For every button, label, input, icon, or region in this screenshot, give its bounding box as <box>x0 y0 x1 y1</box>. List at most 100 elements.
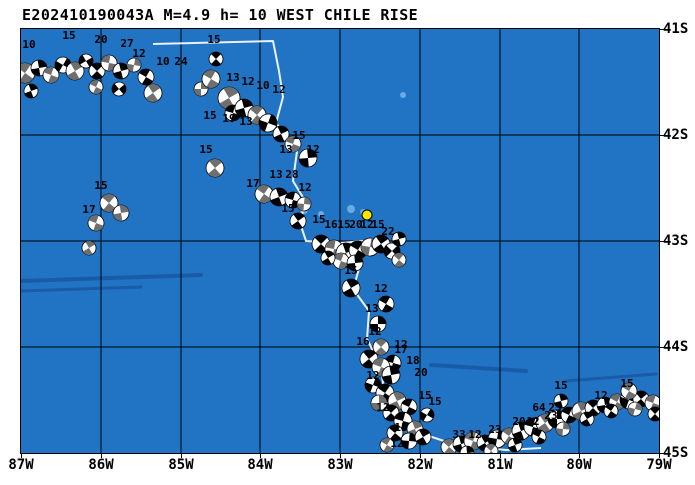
beachball <box>30 59 48 77</box>
beachball <box>459 445 475 453</box>
depth-label: 13 <box>394 421 407 434</box>
depth-label: 15 <box>554 379 567 392</box>
depth-label: 15 <box>428 395 441 408</box>
beachball <box>272 125 290 143</box>
x-axis-label: 83W <box>327 457 353 473</box>
x-axis-label: 87W <box>8 457 34 473</box>
beachball <box>553 393 569 409</box>
beachball <box>99 193 119 213</box>
depth-label: 22 <box>381 225 394 238</box>
depth-label: 19 <box>222 112 235 125</box>
beachball <box>254 184 274 204</box>
beachball <box>620 382 638 400</box>
depth-label: 15 <box>337 218 350 231</box>
depth-label: 20 <box>512 415 525 428</box>
depth-label: 12 <box>468 428 481 441</box>
beachball <box>42 66 60 84</box>
depth-label: 64 <box>532 401 546 414</box>
beachball <box>372 338 390 356</box>
depth-label: 16 <box>356 335 370 348</box>
beachball <box>483 443 499 453</box>
depth-label: 24 <box>174 55 188 68</box>
x-axis-tick <box>101 454 102 458</box>
x-axis-label: 79W <box>646 457 672 473</box>
beachball <box>320 250 336 266</box>
x-axis-label: 81W <box>487 457 513 473</box>
depth-label: 20 <box>349 218 362 231</box>
beachball <box>311 234 331 254</box>
beachball <box>298 148 318 168</box>
depth-label: 15 <box>371 218 384 231</box>
depth-label: 12 <box>366 369 379 382</box>
depth-label: 23 <box>488 423 501 436</box>
beachball <box>78 53 94 69</box>
beachball <box>21 62 36 84</box>
beachball <box>341 278 361 298</box>
depth-label: 13 <box>279 143 292 156</box>
beachball <box>126 57 142 73</box>
bathymetry-streak <box>564 372 658 383</box>
x-axis-label: 84W <box>247 457 273 473</box>
x-axis-tick <box>340 454 341 458</box>
x-axis-tick <box>659 454 660 458</box>
depth-label: 12 <box>390 437 403 450</box>
beachball <box>627 401 643 417</box>
beachball <box>23 83 39 99</box>
depth-label: 13 <box>226 71 239 84</box>
beachball <box>555 421 571 437</box>
depth-label: 10 <box>156 55 169 68</box>
beachball <box>391 252 407 268</box>
beachball <box>531 429 547 445</box>
x-axis-tick <box>500 454 501 458</box>
beachball <box>381 365 401 385</box>
depth-label: 18 <box>406 354 419 367</box>
y-axis-label: 42S <box>663 127 689 143</box>
beachball <box>269 187 289 207</box>
depth-label: 12 <box>298 181 311 194</box>
y-axis-label: 44S <box>663 339 689 355</box>
beachball <box>370 394 388 412</box>
beachball <box>289 212 307 230</box>
depth-label: 15 <box>203 109 216 122</box>
beachball <box>419 407 435 423</box>
beachball <box>112 204 130 222</box>
y-axis-label: 43S <box>663 233 689 249</box>
bathymetry-patch <box>318 211 324 217</box>
bathymetry-streak <box>21 273 203 283</box>
y-axis-tick <box>660 241 664 242</box>
beachball <box>111 81 127 97</box>
x-axis-tick <box>181 454 182 458</box>
beachball <box>137 68 155 86</box>
depth-label: 33 <box>452 428 465 441</box>
beachball <box>400 432 418 450</box>
map-canvas: 10 15 20 27 12 10 24 15 13 12 10 12 15 19 13 15 13 12 15 13… <box>20 28 660 454</box>
beachball <box>258 113 278 133</box>
beachball <box>346 254 364 272</box>
x-axis-tick <box>579 454 580 458</box>
depth-label: 12 <box>306 143 319 156</box>
beachball <box>379 437 395 453</box>
plot-title: E202410190043A M=4.9 h= 10 WEST CHILE RI… <box>22 6 419 24</box>
depth-label: 10 <box>22 38 35 51</box>
depth-label: 17 <box>246 177 259 190</box>
depth-label: 12 <box>594 389 607 402</box>
highlight-event <box>361 209 373 221</box>
beachball <box>332 252 350 270</box>
x-axis-label: 86W <box>88 457 114 473</box>
bathymetry-patch <box>400 92 406 98</box>
y-axis-tick <box>660 135 664 136</box>
beachball <box>386 424 404 442</box>
depth-label: 15 <box>344 264 357 277</box>
x-axis-tick <box>260 454 261 458</box>
beachball <box>579 411 595 427</box>
depth-label: 15 <box>94 179 107 192</box>
depth-label: 15 <box>62 29 75 42</box>
depth-label: 12 <box>241 75 254 88</box>
beachball <box>87 214 105 232</box>
x-axis-tick <box>21 454 22 458</box>
beachball <box>377 295 395 313</box>
y-axis-label: 45S <box>663 445 689 461</box>
depth-label: 16 <box>324 218 338 231</box>
depth-label: 27 <box>120 37 133 50</box>
depth-label: 20 <box>94 33 107 46</box>
